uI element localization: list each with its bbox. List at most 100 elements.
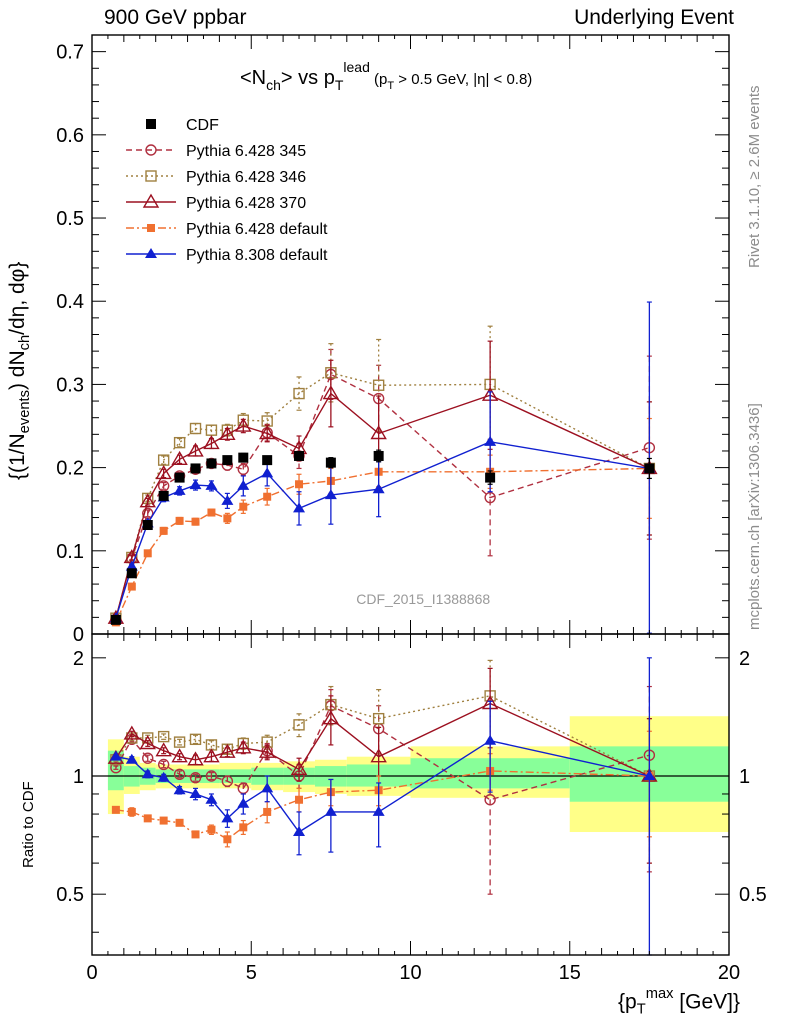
data-point — [159, 526, 168, 535]
x-tick-label: 15 — [559, 962, 581, 984]
collision-label: 900 GeV ppbar — [104, 6, 247, 29]
data-point — [221, 812, 234, 823]
data-point — [175, 818, 184, 827]
data-point — [372, 483, 385, 494]
data-point — [205, 793, 218, 804]
data-point — [324, 805, 337, 816]
data-point — [125, 560, 138, 571]
data-point — [222, 455, 233, 466]
main-series-pythia-6-428-370 — [107, 340, 658, 624]
data-point — [205, 479, 218, 490]
data-point — [205, 770, 218, 782]
data-point — [142, 520, 153, 531]
data-point — [109, 750, 122, 761]
legend-entry: Pythia 6.428 370 — [126, 193, 306, 212]
data-point — [219, 425, 236, 441]
data-point — [322, 710, 340, 725]
x-tick-label: 10 — [399, 962, 421, 984]
legend-entry: Pythia 6.428 346 — [126, 169, 306, 186]
data-point — [203, 748, 220, 763]
y-tick-label: 0.3 — [56, 374, 84, 396]
analysis-watermark: CDF_2015_I1388868 — [356, 591, 490, 607]
data-point — [143, 549, 152, 558]
data-point — [125, 753, 138, 764]
series-line — [115, 770, 650, 841]
data-point — [370, 748, 387, 763]
data-point — [485, 472, 496, 483]
data-point — [263, 492, 272, 501]
main-series-pythia-8-308-default — [109, 301, 656, 634]
legend-entry: CDF — [146, 117, 219, 134]
x-axis-label-sup: max — [645, 986, 674, 1002]
data-point — [223, 514, 232, 523]
legend-label: Pythia 6.428 346 — [186, 169, 306, 186]
y-tick-label: 0.2 — [56, 458, 84, 480]
data-point — [484, 435, 497, 446]
data-point — [139, 493, 156, 508]
data-point — [189, 422, 202, 435]
data-point — [175, 516, 184, 525]
data-point — [295, 795, 304, 804]
ratio-y-axis-label: Ratio to CDF — [20, 781, 37, 868]
data-point — [187, 751, 204, 766]
ratio-y-tick-label: 0.5 — [56, 884, 84, 906]
legend-entry: Pythia 6.428 345 — [126, 143, 306, 160]
legend-label: Pythia 6.428 370 — [186, 195, 306, 212]
ratio-y-tick-label-right: 0.5 — [739, 884, 767, 906]
y-tick-label: 0 — [73, 624, 84, 646]
data-point — [142, 752, 154, 764]
data-point — [261, 782, 274, 793]
series-line — [115, 373, 650, 620]
data-point — [173, 768, 186, 781]
data-point — [644, 463, 655, 474]
main-y-axis-label: {(1/Nevents) dNch/dη, dφ} — [6, 261, 34, 480]
data-point — [643, 770, 656, 781]
data-point — [159, 816, 168, 825]
plot-title-part: T — [335, 77, 344, 93]
x-tick-label: 0 — [86, 962, 97, 984]
legend-marker — [145, 170, 157, 182]
rivet-version-label: Rivet 3.1.10, ≥ 2.6M events — [746, 85, 763, 269]
data-point — [261, 467, 274, 478]
data-point — [126, 568, 137, 579]
data-point — [189, 733, 202, 746]
legend-marker — [147, 224, 155, 232]
data-point — [191, 830, 200, 839]
y-tick-label: 0.7 — [56, 42, 84, 64]
data-point — [207, 825, 216, 834]
data-point — [484, 734, 497, 745]
data-point — [191, 517, 200, 526]
mcplots-reference-label: mcplots.cern.ch [arXiv:1306.3436] — [746, 403, 763, 630]
data-point — [157, 730, 170, 743]
data-point — [143, 814, 152, 823]
data-point — [294, 450, 305, 461]
data-point — [373, 450, 384, 461]
x-tick-label: 20 — [718, 962, 740, 984]
legend-label: Pythia 8.308 default — [186, 247, 328, 264]
y-tick-label: 0.6 — [56, 125, 84, 147]
legend-label: CDF — [186, 117, 219, 134]
plot-title-part: <N — [240, 67, 266, 89]
data-point — [139, 735, 156, 750]
data-point — [237, 463, 249, 475]
main-series-cdf — [110, 449, 655, 625]
data-point — [295, 480, 304, 489]
ratio-y-tick-label: 1 — [73, 766, 84, 788]
data-point — [174, 472, 185, 483]
ratio-y-tick-label-right: 2 — [739, 648, 750, 670]
data-point — [372, 712, 385, 725]
data-point — [293, 502, 306, 513]
data-point — [293, 387, 305, 400]
data-point — [158, 490, 169, 501]
series-line — [115, 467, 650, 623]
legend-marker — [145, 248, 157, 258]
plot-title-part: ch — [266, 77, 281, 93]
data-point — [171, 748, 188, 763]
data-point — [262, 455, 273, 466]
x-axis-label-prefix: {p — [618, 990, 637, 1014]
data-point — [239, 823, 248, 832]
data-point — [221, 775, 234, 787]
data-point — [325, 457, 336, 468]
x-tick-label: 5 — [246, 962, 257, 984]
